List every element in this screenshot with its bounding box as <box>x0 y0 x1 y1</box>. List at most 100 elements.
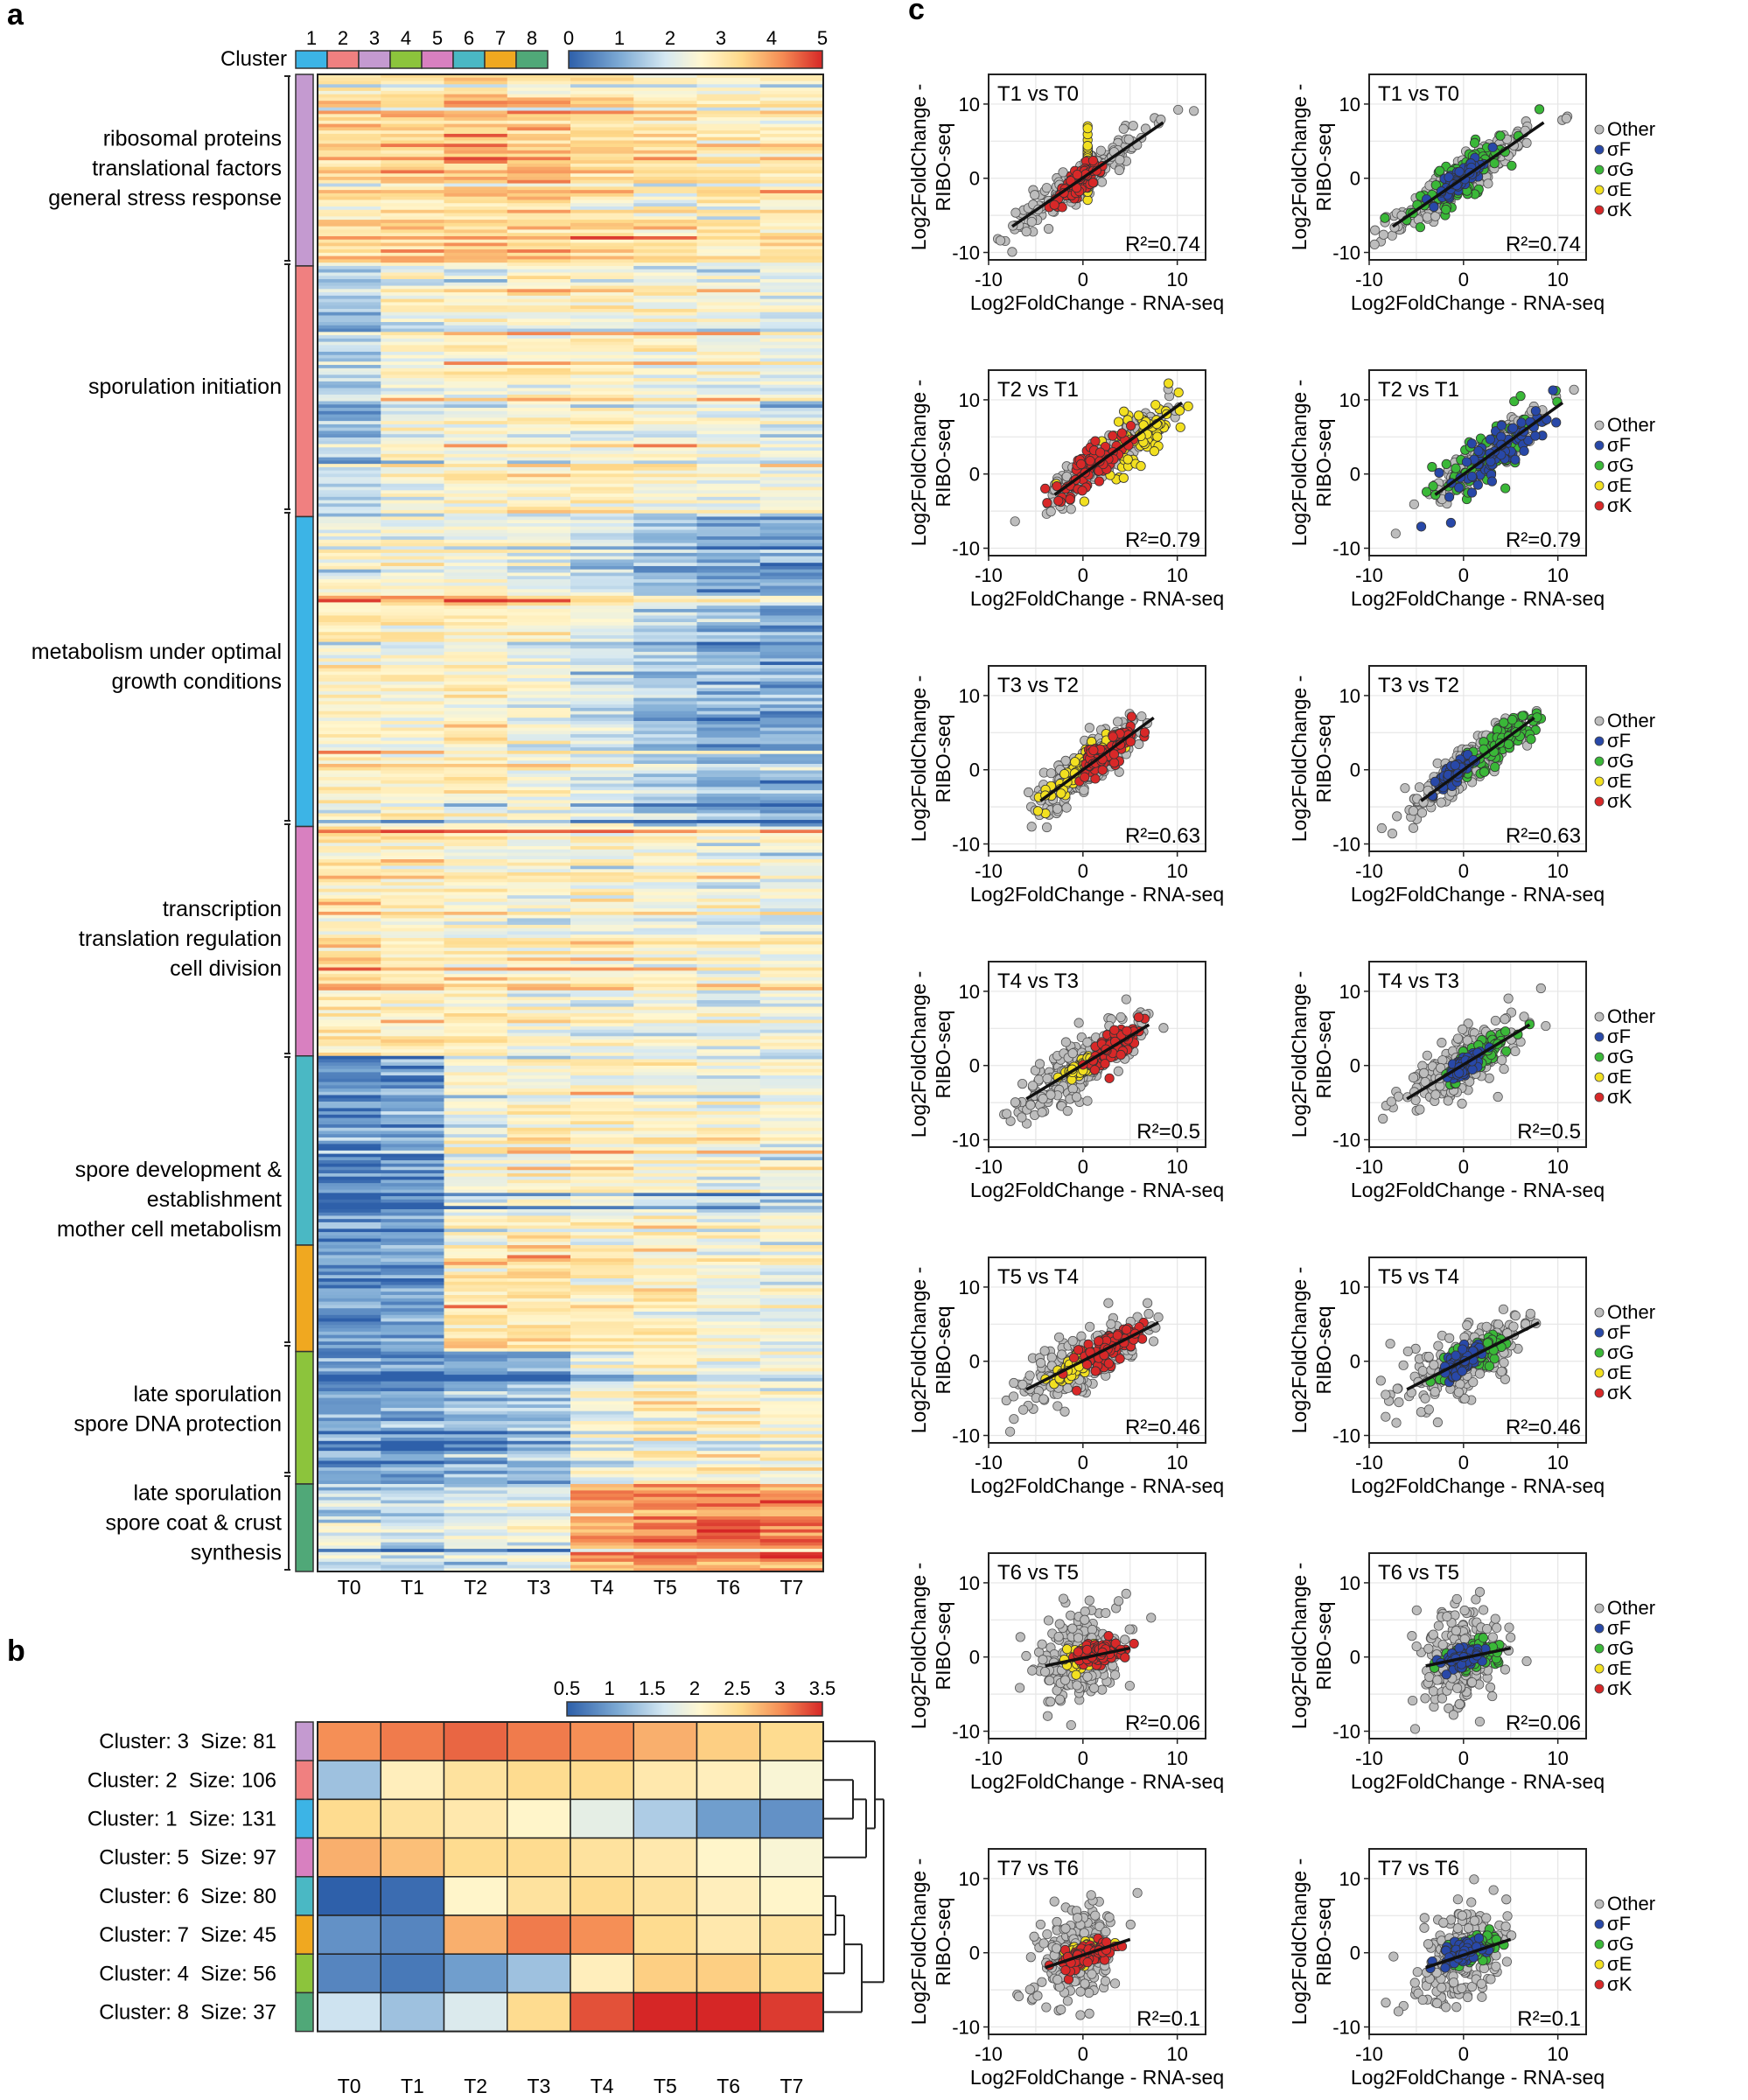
heatmap-cell <box>444 622 508 626</box>
heatmap-cell <box>318 1354 381 1359</box>
scale-gradient-slice <box>596 51 598 68</box>
heatmap-cell <box>570 1242 634 1246</box>
heatmap-cell <box>633 529 698 534</box>
heatmap-cell <box>507 239 571 244</box>
heatmap-cell <box>759 190 823 194</box>
heatmap-cell <box>507 1292 571 1296</box>
heatmap-cell <box>696 1206 761 1210</box>
heatmap-cell <box>318 595 381 600</box>
heatmap-cell <box>317 1760 381 1801</box>
heatmap-cell <box>570 1206 634 1210</box>
heatmap-cell <box>318 694 381 699</box>
heatmap-cell <box>318 602 381 606</box>
heatmap-cell <box>633 1358 698 1362</box>
heatmap-cell <box>633 980 698 984</box>
heatmap-cell <box>696 1098 761 1102</box>
heatmap-cell <box>696 589 761 593</box>
heatmap-cell <box>633 697 698 703</box>
heatmap-cell <box>696 496 761 501</box>
heatmap-cell <box>507 691 571 696</box>
heatmap-cell <box>318 721 381 725</box>
heatmap-cell <box>570 127 634 131</box>
heatmap-cell <box>570 1460 634 1465</box>
heatmap-cell <box>570 74 634 79</box>
heatmap-cell <box>633 170 698 174</box>
heatmap-cell <box>759 123 823 128</box>
heatmap-cell <box>381 1312 445 1316</box>
heatmap-cell <box>381 1157 445 1161</box>
heatmap-cell <box>381 921 445 926</box>
heatmap-cell <box>317 1837 381 1878</box>
scale-gradient-slice <box>687 51 689 68</box>
heatmap-cell <box>444 157 508 161</box>
heatmap-cell <box>570 1157 634 1161</box>
scale-gradient-slice <box>707 1702 709 1716</box>
heatmap-cell <box>443 1876 508 1916</box>
heatmap-cell <box>381 186 445 191</box>
heatmap-cell <box>696 424 761 429</box>
heatmap-cell <box>696 622 761 626</box>
scale-gradient-slice <box>794 1702 796 1716</box>
scale-gradient-slice <box>703 1702 705 1716</box>
heatmap-cell <box>633 166 698 172</box>
heatmap-cell <box>759 1506 823 1511</box>
heatmap-cell <box>507 1157 571 1161</box>
heatmap-cell <box>633 1394 698 1399</box>
heatmap-cell <box>507 1371 571 1376</box>
heatmap-cell <box>381 1434 445 1438</box>
heatmap-cell <box>381 529 445 534</box>
heatmap-cell <box>507 206 571 211</box>
heatmap-cell <box>507 918 571 922</box>
heatmap-cell <box>570 1529 634 1534</box>
heatmap-cell <box>759 1183 823 1187</box>
heatmap-cell <box>507 374 571 379</box>
heatmap-cell <box>696 950 761 956</box>
heatmap-cell <box>318 1088 381 1093</box>
scale-gradient-slice <box>597 51 598 68</box>
scale-gradient-slice <box>621 1702 623 1716</box>
scale-gradient-slice <box>615 1702 617 1716</box>
heatmap-cell <box>570 341 634 346</box>
heatmap-cell <box>318 1006 381 1011</box>
heatmap-cell <box>633 550 698 554</box>
point-σK <box>1049 200 1059 210</box>
heatmap-cell <box>507 976 571 982</box>
heatmap-cell <box>318 542 381 547</box>
heatmap-cell <box>696 542 761 547</box>
heatmap-cell <box>633 1271 698 1276</box>
heatmap-cell <box>633 1301 698 1306</box>
scale-gradient-slice <box>618 51 619 68</box>
heatmap-cell <box>381 1003 445 1008</box>
heatmap-cell <box>507 1189 571 1194</box>
heatmap-cell <box>318 668 381 673</box>
heatmap-cell <box>696 1377 761 1382</box>
heatmap-cell <box>759 371 823 375</box>
heatmap-cell <box>318 391 381 396</box>
heatmap-cell <box>318 1295 381 1299</box>
heatmap-cell <box>696 1451 761 1455</box>
heatmap-cell <box>696 374 761 379</box>
heatmap-cell <box>696 822 761 828</box>
heatmap-cell <box>444 552 508 557</box>
heatmap-cell <box>381 718 445 722</box>
heatmap-cell <box>444 684 508 689</box>
heatmap-cell <box>696 341 761 346</box>
scale-tick-label: 3.5 <box>809 1677 836 1699</box>
heatmap-cell <box>381 750 445 755</box>
heatmap-cell <box>444 931 508 935</box>
heatmap-cell <box>507 480 571 485</box>
heatmap-cell <box>696 1186 761 1191</box>
heatmap-cell <box>570 246 634 250</box>
heatmap-cell <box>443 1953 508 1994</box>
heatmap-cell <box>633 1532 698 1536</box>
heatmap-cell <box>759 1244 823 1250</box>
point-σK <box>1087 155 1099 166</box>
heatmap-cell <box>633 579 698 584</box>
heatmap-cell <box>633 1509 698 1514</box>
heatmap-cell <box>759 1837 824 1878</box>
heatmap-cell <box>633 822 698 828</box>
heatmap-cell <box>444 256 508 260</box>
heatmap-cell <box>444 1137 508 1142</box>
heatmap-cell <box>444 714 508 718</box>
heatmap-cell <box>633 1153 698 1158</box>
